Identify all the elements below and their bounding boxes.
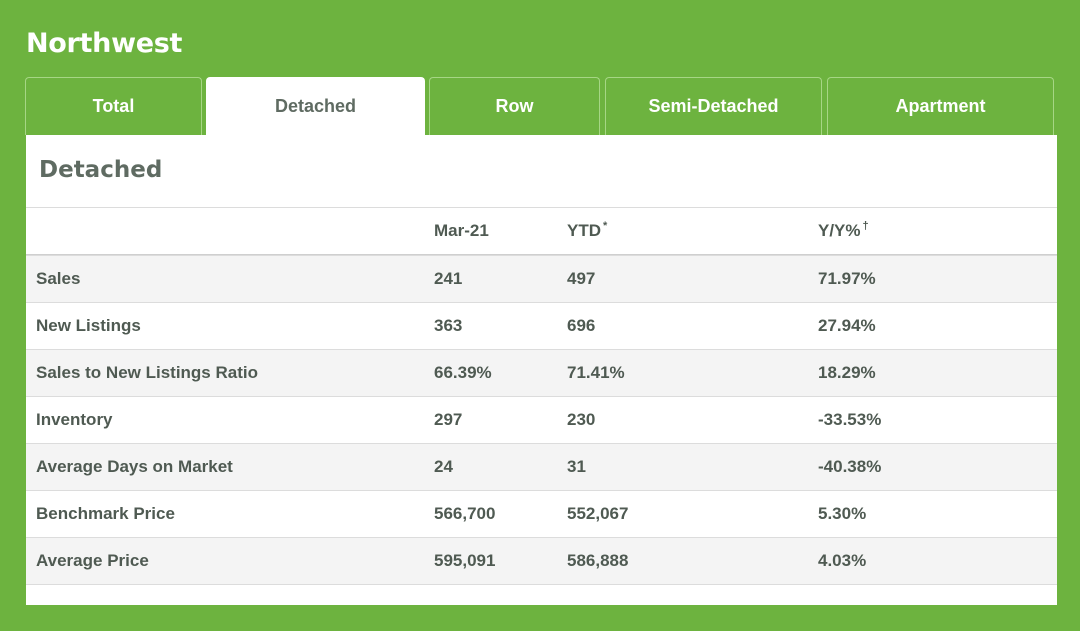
- row-label: Sales: [36, 269, 81, 288]
- row-yoy-value: 4.03%: [818, 551, 867, 570]
- property-type-tabs: Total Detached Row Semi-Detached Apartme…: [25, 77, 1055, 135]
- row-ytd-value: 31: [567, 457, 586, 476]
- ytd-footnote-mark: *: [603, 220, 608, 232]
- row-yoy-value: -33.53%: [818, 410, 882, 429]
- row-month-value: 595,091: [434, 551, 496, 570]
- row-label: Average Days on Market: [36, 457, 233, 476]
- row-yoy-value: 27.94%: [818, 316, 876, 335]
- row-ytd-value: 586,888: [567, 551, 629, 570]
- row-month-value: 241: [434, 269, 463, 288]
- yoy-footnote-mark: †: [862, 220, 869, 232]
- row-yoy-value: 71.97%: [818, 269, 876, 288]
- row-label: Benchmark Price: [36, 504, 175, 523]
- table-row: Average Price 595,091 586,888 4.03%: [26, 537, 1057, 584]
- row-yoy-value: -40.38%: [818, 457, 882, 476]
- row-month-value: 566,700: [434, 504, 496, 523]
- tab-semi-detached[interactable]: Semi-Detached: [605, 77, 822, 135]
- table-row: New Listings 363 696 27.94%: [26, 302, 1057, 349]
- header-yoy: Y/Y% †: [818, 220, 869, 240]
- row-ytd-value: 696: [567, 316, 596, 335]
- table-row: Sales to New Listings Ratio 66.39% 71.41…: [26, 349, 1057, 396]
- row-yoy-value: 18.29%: [818, 363, 876, 382]
- row-ytd-value: 552,067: [567, 504, 629, 523]
- table-row: Inventory 297 230 -33.53%: [26, 396, 1057, 443]
- row-ytd-value: 71.41%: [567, 363, 625, 382]
- table-row: Benchmark Price 566,700 552,067 5.30%: [26, 490, 1057, 537]
- table-row: Average Days on Market 24 31 -40.38%: [26, 443, 1057, 490]
- stats-table: Mar-21 YTD * Y/Y% † Sales 241 497 71.97% N…: [26, 207, 1057, 631]
- row-ytd-value: 230: [567, 410, 596, 429]
- row-month-value: 363: [434, 316, 463, 335]
- row-label: Inventory: [36, 410, 113, 429]
- row-month-value: 66.39%: [434, 363, 492, 382]
- table-row-partial: [26, 584, 1057, 631]
- row-label: Average Price: [36, 551, 149, 570]
- header-ytd: YTD *: [567, 220, 608, 240]
- table-header-row: Mar-21 YTD * Y/Y% †: [26, 207, 1057, 255]
- row-ytd-value: 497: [567, 269, 596, 288]
- panel-title: Detached: [39, 157, 163, 183]
- stats-panel: Detached Mar-21 YTD * Y/Y% † Sales 241 497…: [26, 135, 1057, 605]
- row-label: New Listings: [36, 316, 141, 335]
- tab-apartment[interactable]: Apartment: [827, 77, 1054, 135]
- tab-detached[interactable]: Detached: [206, 77, 425, 135]
- row-month-value: 24: [434, 457, 453, 476]
- header-period: Mar-21: [434, 221, 489, 240]
- region-title: Northwest: [26, 28, 183, 59]
- table-row: Sales 241 497 71.97%: [26, 255, 1057, 302]
- tab-row[interactable]: Row: [429, 77, 600, 135]
- tab-total[interactable]: Total: [25, 77, 202, 135]
- row-label: Sales to New Listings Ratio: [36, 363, 258, 382]
- row-month-value: 297: [434, 410, 463, 429]
- row-yoy-value: 5.30%: [818, 504, 867, 523]
